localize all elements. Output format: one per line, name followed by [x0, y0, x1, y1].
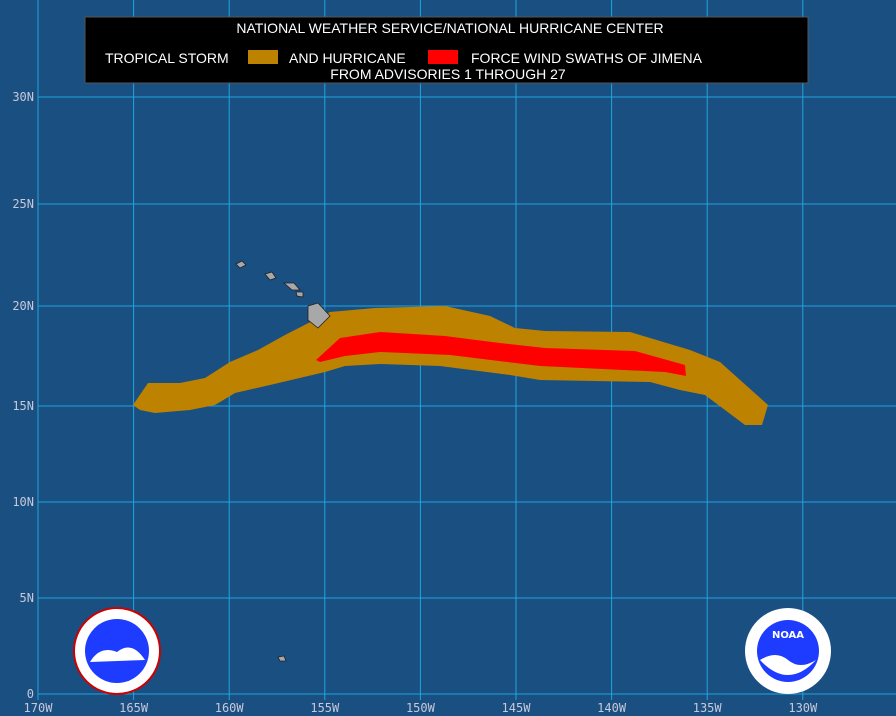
latitude-label: 30N	[12, 90, 34, 104]
logo-center	[85, 619, 149, 683]
latitude-label: 15N	[12, 399, 34, 413]
island	[282, 282, 301, 291]
legend-swatch	[248, 50, 278, 64]
hawaii-islands	[235, 260, 331, 662]
longitude-label: 145W	[502, 701, 532, 715]
legend-text: AND HURRICANE	[289, 50, 406, 66]
legend-swatch	[428, 50, 458, 64]
longitude-label: 160W	[215, 701, 245, 715]
noaa-logo: NOAA	[745, 608, 831, 694]
island	[235, 260, 247, 269]
longitude-label: 150W	[406, 701, 436, 715]
latitude-label: 0	[27, 687, 34, 701]
logo-text: NOAA	[772, 630, 804, 641]
header-title: NATIONAL WEATHER SERVICE/NATIONAL HURRIC…	[236, 20, 663, 36]
longitude-label: 155W	[310, 701, 340, 715]
header-subtitle: FROM ADVISORIES 1 THROUGH 27	[330, 66, 566, 82]
tropical-storm-swath	[133, 306, 768, 425]
legend-text: FORCE WIND SWATHS OF JIMENA	[471, 50, 703, 66]
logo-cloud	[90, 647, 145, 662]
latitude-label: 10N	[12, 495, 34, 509]
longitude-label: 130W	[788, 701, 818, 715]
latitude-label: 25N	[12, 197, 34, 211]
logo-bird	[760, 655, 816, 675]
island	[307, 302, 331, 329]
longitude-label: 165W	[119, 701, 149, 715]
island	[264, 271, 277, 281]
island	[295, 291, 304, 298]
latitude-label: 20N	[12, 299, 34, 313]
hurricane-swath	[316, 332, 686, 376]
longitude-label: 170W	[24, 701, 54, 715]
longitude-label: 140W	[597, 701, 627, 715]
island	[277, 655, 287, 662]
legend-text: TROPICAL STORM	[105, 50, 229, 66]
nws-logo	[73, 607, 161, 695]
longitude-label: 135W	[693, 701, 723, 715]
latitude-label: 5N	[20, 591, 34, 605]
